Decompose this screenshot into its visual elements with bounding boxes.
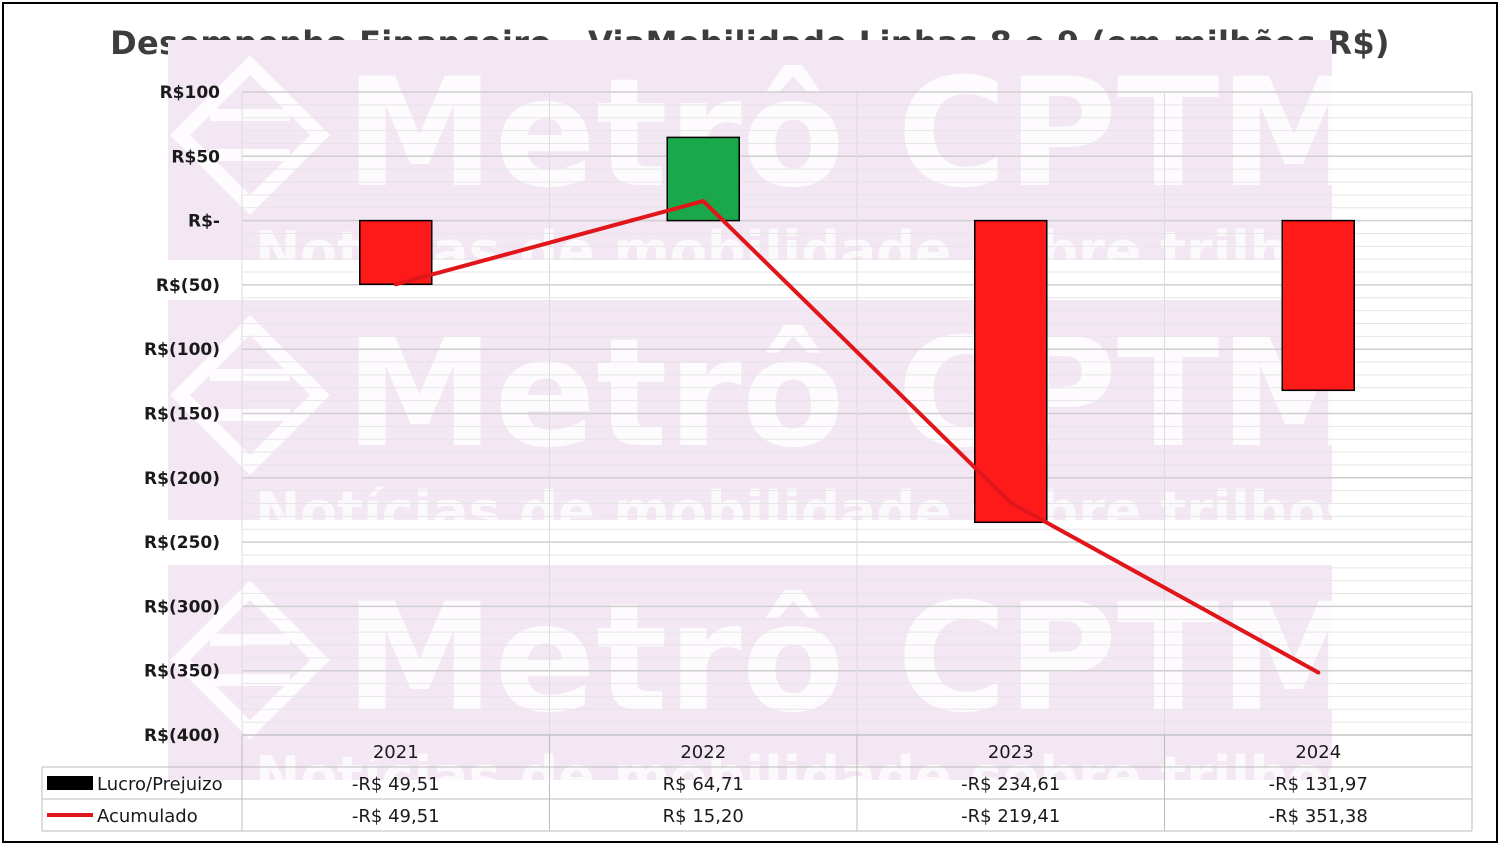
legend-entry: Lucro/Prejuizo (97, 774, 223, 795)
bars (359, 136, 1355, 524)
bar-2023 (974, 219, 1048, 524)
y-tick-label: R$(400) (144, 726, 220, 746)
data-table: 2021 2022 2023 2024 Lucro/Prejuizo -R$ 49,51 R… (41, 734, 1473, 832)
accumulated-point-2021 (393, 282, 398, 287)
table-cell: -R$ 49,51 (352, 774, 440, 795)
x-tick-label: 2021 (373, 742, 419, 763)
watermark-tagline-text: Notícias de mobilidade sobre trilhos (255, 480, 1357, 543)
watermark-band (168, 565, 1332, 780)
y-tick-label: R$100 (160, 83, 221, 103)
bar-2024 (1281, 219, 1355, 392)
y-tick-label: R$50 (171, 147, 220, 167)
y-tick-label: R$(100) (144, 340, 220, 360)
x-tick-label: 2023 (988, 742, 1034, 763)
y-tick-label: R$- (188, 212, 220, 232)
watermark-diamond (170, 55, 330, 215)
y-tick-label: R$(250) (144, 533, 220, 553)
accumulated-point-2022 (701, 199, 706, 204)
table-cell: R$ 64,71 (663, 774, 744, 795)
y-tick-label: R$(350) (144, 662, 220, 682)
y-axis: R$100 R$50 R$- R$(50) R$(100) R$(150) R$(200) R… (144, 83, 220, 746)
watermark-diamond (170, 315, 330, 475)
table-cell: -R$ 219,41 (961, 806, 1060, 827)
bar-2022 (666, 136, 740, 222)
table-cell: -R$ 351,38 (1269, 806, 1368, 827)
gridlines (241, 91, 1473, 736)
watermark-logo-icon (170, 580, 330, 740)
watermark-bars (210, 634, 290, 686)
legend-entry: Acumulado (97, 806, 198, 827)
table-cell: -R$ 131,97 (1269, 774, 1368, 795)
bar-2021 (359, 219, 433, 286)
table-cell: -R$ 234,61 (961, 774, 1060, 795)
y-tick-label: R$(200) (144, 469, 220, 489)
y-tick-label: R$(150) (144, 405, 220, 425)
y-tick-label: R$(300) (144, 597, 220, 617)
watermark-bars (210, 109, 290, 161)
y-tick-label: R$(50) (156, 276, 220, 296)
accumulated-point-2023 (1008, 500, 1013, 505)
x-tick-label: 2022 (680, 742, 726, 763)
table-cell: R$ 15,20 (663, 806, 744, 827)
accumulated-line (393, 199, 1321, 675)
table-cell: -R$ 49,51 (352, 806, 440, 827)
watermark-diamond (170, 580, 330, 740)
legend-key-bar (47, 776, 93, 790)
accumulated-series-line (395, 199, 1320, 675)
watermark-logo-icon (170, 55, 330, 215)
accumulated-point-2024 (1316, 670, 1321, 675)
watermark-tagline-text: Notícias de mobilidade sobre trilhos (255, 745, 1357, 808)
x-tick-label: 2024 (1295, 742, 1341, 763)
